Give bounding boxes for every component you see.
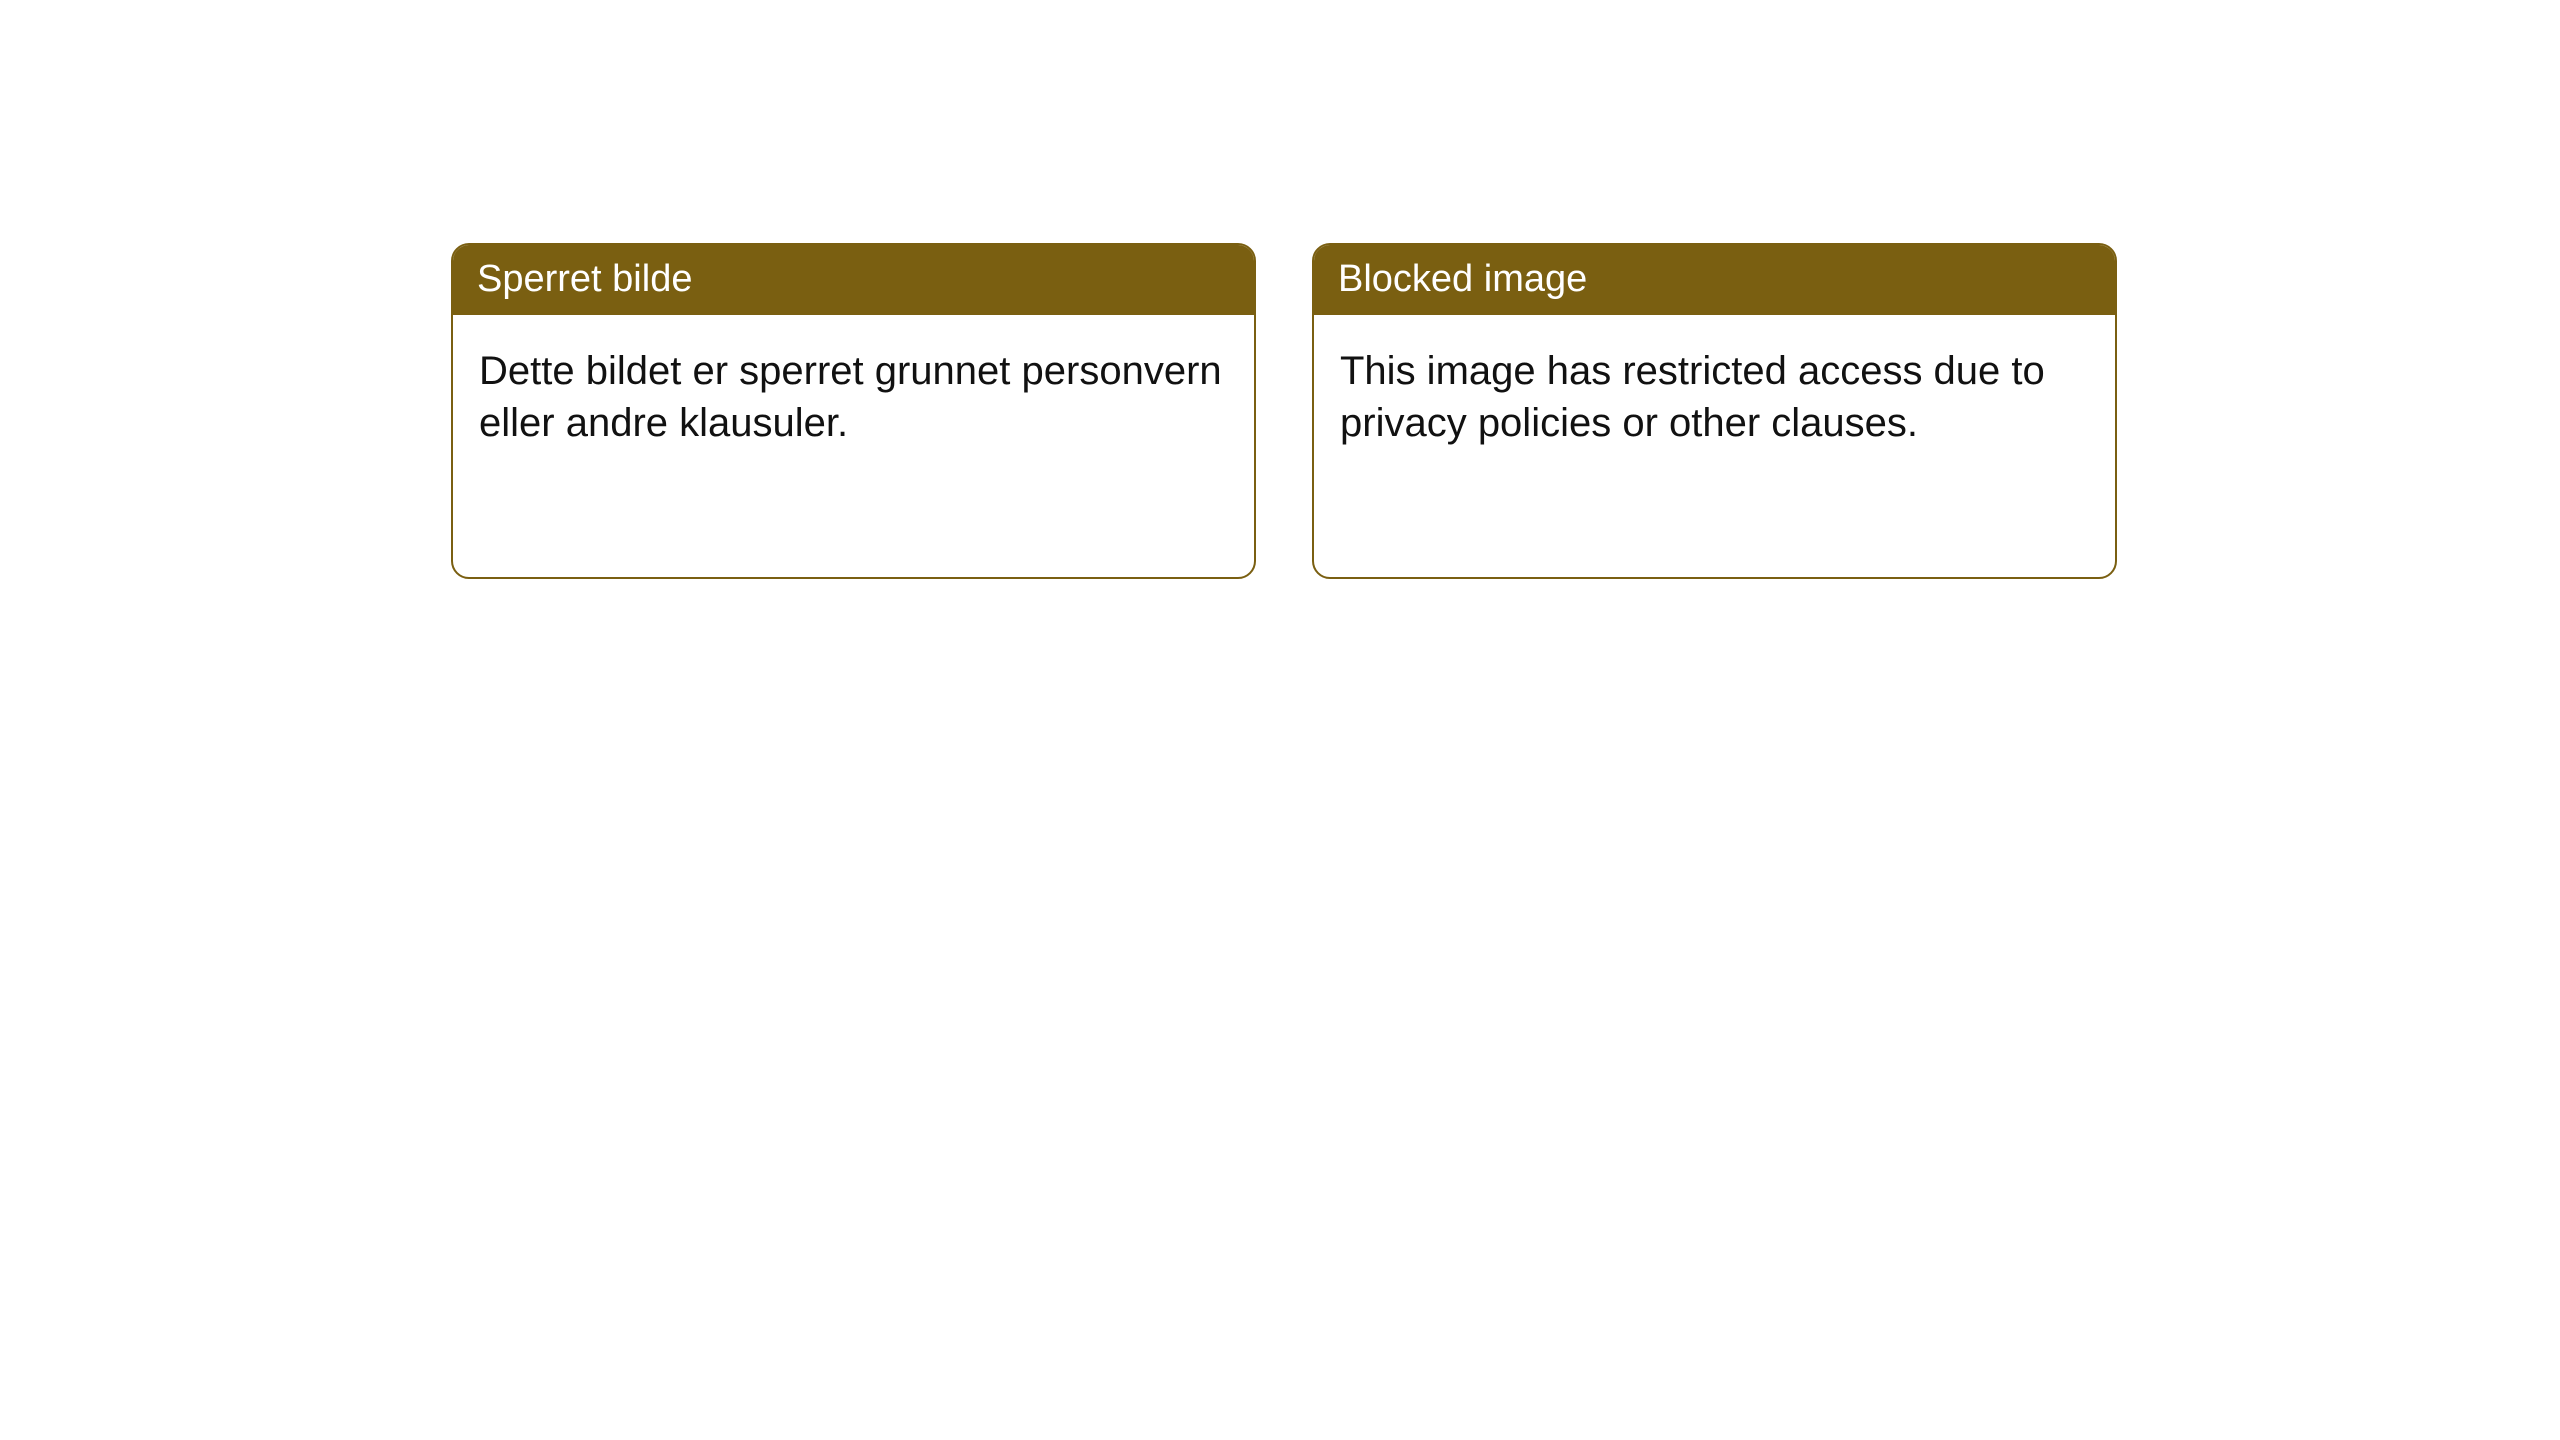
notice-message: Dette bildet er sperret grunnet personve… bbox=[453, 315, 1254, 577]
notice-card-english: Blocked image This image has restricted … bbox=[1312, 243, 2117, 579]
notice-title: Sperret bilde bbox=[453, 245, 1254, 315]
notice-card-norwegian: Sperret bilde Dette bildet er sperret gr… bbox=[451, 243, 1256, 579]
notice-message: This image has restricted access due to … bbox=[1314, 315, 2115, 577]
notice-card-container: Sperret bilde Dette bildet er sperret gr… bbox=[0, 0, 2560, 579]
notice-title: Blocked image bbox=[1314, 245, 2115, 315]
